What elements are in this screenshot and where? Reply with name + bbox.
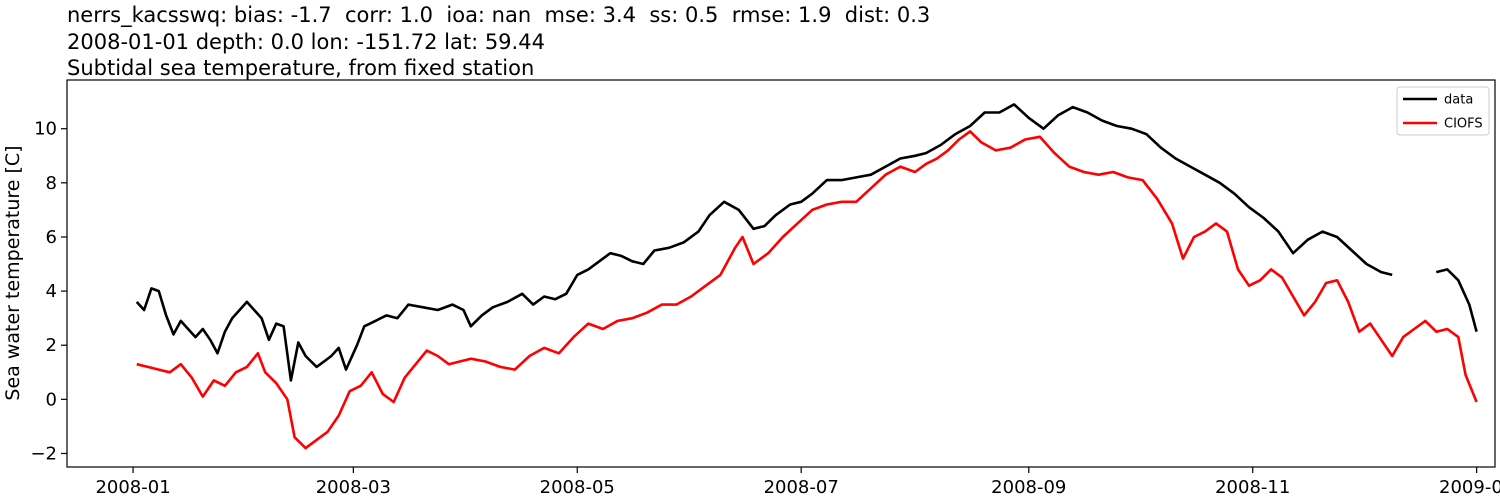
- x-tick-label: 2008-05: [540, 477, 615, 498]
- x-tick-label: 2008-03: [316, 477, 391, 498]
- x-tick-label: 2008-09: [991, 477, 1066, 498]
- series-line-ciofs: [136, 130, 1478, 450]
- y-tick-label: 10: [34, 119, 57, 140]
- x-axis: 2008-01 2008-03 2008-05 2008-07 2008-09 2008-…: [95, 467, 1500, 498]
- x-tick-label: 2008-01: [95, 477, 170, 498]
- y-tick-label: −2: [30, 443, 57, 464]
- y-tick-label: 0: [46, 389, 57, 410]
- plot-area-frame: [66, 79, 1496, 468]
- series-layer: [135, 103, 1478, 450]
- legend-label-data: data: [1444, 93, 1473, 108]
- y-tick-label: 4: [46, 281, 57, 302]
- y-tick-label: 8: [46, 173, 57, 194]
- legend-label-ciofs: CIOFS: [1444, 117, 1483, 132]
- y-tick-label: 6: [46, 227, 57, 248]
- x-tick-label: 2009-01: [1439, 477, 1500, 498]
- series-line-data: [135, 103, 1478, 382]
- chart-title-line-3: Subtidal sea temperature, from fixed sta…: [67, 56, 535, 80]
- chart-title-line-1: nerrs_kacsswq: bias: -1.7 corr: 1.0 ioa:…: [67, 3, 931, 27]
- legend: data CIOFS: [1396, 86, 1490, 136]
- chart-title-line-2: 2008-01-01 depth: 0.0 lon: -151.72 lat: …: [67, 30, 545, 54]
- y-axis-label: Sea water temperature [C]: [2, 145, 24, 400]
- y-tick-label: 2: [46, 335, 57, 356]
- x-tick-label: 2008-07: [764, 477, 839, 498]
- x-tick-label: 2008-11: [1215, 477, 1290, 498]
- y-axis: −2 0 2 4 6 8 10: [30, 119, 67, 464]
